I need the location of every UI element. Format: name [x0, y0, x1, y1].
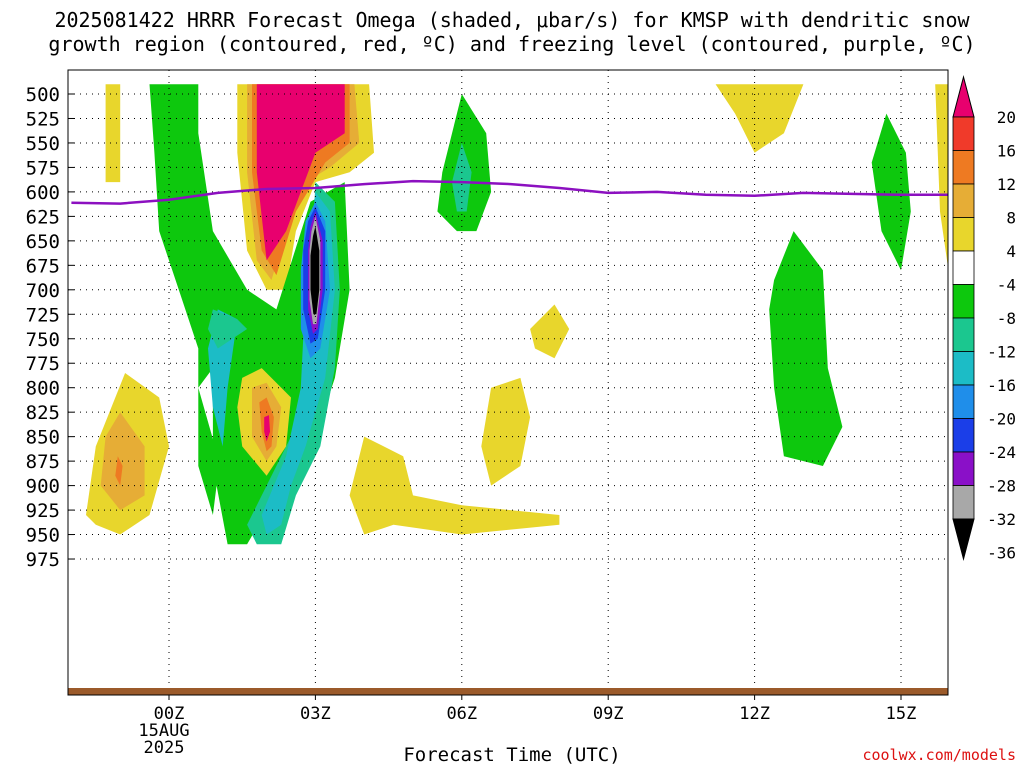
title-line-1: 2025081422 HRRR Forecast Omega (shaded, …: [54, 8, 970, 32]
y-tick-label: 725: [26, 304, 60, 326]
y-tick-label: 975: [26, 549, 60, 571]
y-tick-label: 675: [26, 255, 60, 277]
y-tick-label: 600: [26, 182, 60, 204]
colorbar-top-arrow: [952, 75, 975, 118]
y-tick-label: 850: [26, 427, 60, 449]
freezing-level-line: [71, 179, 948, 205]
colorbar-label: 4: [1006, 242, 1016, 261]
y-tick-label: 775: [26, 353, 60, 375]
omega-region-26: [264, 415, 270, 442]
y-tick-label: 750: [26, 329, 60, 351]
x-axis-label: Forecast Time (UTC): [403, 744, 621, 766]
colorbar-label: 12: [997, 175, 1016, 194]
y-tick-label: 550: [26, 133, 60, 155]
omega-region-11: [715, 84, 804, 153]
y-tick-label: 700: [26, 280, 60, 302]
y-tick-label: 875: [26, 451, 60, 473]
omega-region-9: [481, 377, 531, 486]
colorbar-swatch: [952, 217, 975, 252]
x-tick-label: 12Z: [739, 704, 770, 724]
title-line-2: growth region (contoured, red, ºC) and f…: [48, 32, 976, 56]
colorbar-swatch: [952, 250, 975, 285]
colorbar-label: -16: [987, 376, 1016, 395]
x-tick-label: 03Z: [300, 704, 331, 724]
omega-region-22: [310, 226, 320, 315]
omega-region-29: [769, 231, 843, 466]
omega-region-3: [115, 456, 123, 486]
colorbar-label: 8: [1006, 209, 1016, 228]
y-tick-label: 825: [26, 402, 60, 424]
omega-region-30: [871, 113, 911, 271]
omega-region-15: [208, 309, 238, 447]
y-tick-label: 800: [26, 378, 60, 400]
colorbar-label: -4: [997, 276, 1016, 295]
gridlines: [68, 70, 948, 695]
y-tick-label: 650: [26, 231, 60, 253]
omega-region-28: [452, 142, 472, 212]
x-tick-label: 06Z: [446, 704, 477, 724]
colorbar-label: -28: [987, 477, 1016, 496]
colorbar-label: -20: [987, 410, 1016, 429]
y-tick-label: 500: [26, 84, 60, 106]
y-tick-label: 525: [26, 108, 60, 130]
chart-title: 2025081422 HRRR Forecast Omega (shaded, …: [0, 8, 1024, 56]
y-tick-label: 925: [26, 500, 60, 522]
y-axis-ticks: 5005255505756006256506757007257507758008…: [26, 84, 74, 571]
colorbar-label: -32: [987, 510, 1016, 529]
colorbar-swatch: [952, 418, 975, 453]
colorbar-label: -36: [987, 544, 1016, 563]
x-tick-label: 00Z: [154, 704, 185, 724]
omega-shading: [86, 84, 948, 545]
ground-surface: [68, 688, 948, 695]
colorbar-swatch: [952, 284, 975, 319]
omega-region-12: [935, 84, 948, 268]
colorbar-swatch: [952, 150, 975, 185]
colorbar-swatch: [952, 116, 975, 151]
colorbar-swatch: [952, 384, 975, 419]
colorbar: 20 16 12 8 4 -4 -8 -12 -16 -20 -24 -28 -32 -36: [952, 75, 1016, 563]
y-tick-label: 950: [26, 525, 60, 547]
y-tick-label: 575: [26, 157, 60, 179]
colorbar-swatch: [952, 351, 975, 386]
colorbar-swatch: [952, 485, 975, 520]
omega-region-0: [105, 84, 121, 183]
omega-region-10: [530, 304, 570, 359]
credit-text: coolwx.com/models: [862, 746, 1016, 764]
colorbar-bottom-arrow: [952, 518, 975, 561]
freezing-level-series: [71, 179, 948, 205]
colorbar-label: -8: [997, 309, 1016, 328]
colorbar-label: 16: [997, 142, 1016, 161]
colorbar-swatch: [952, 451, 975, 486]
y-tick-label: 900: [26, 476, 60, 498]
x-tick-label: 15Z: [886, 704, 917, 724]
x-tick-sublabel: 2025: [144, 738, 185, 758]
plot-frame: [67, 69, 949, 696]
colorbar-swatch: [952, 183, 975, 218]
colorbar-label: -12: [987, 343, 1016, 362]
x-tick-sublabel: 15AUG: [138, 721, 189, 741]
colorbar-label: 20: [997, 108, 1016, 127]
omega-region-16: [208, 309, 248, 349]
y-tick-label: 625: [26, 206, 60, 228]
colorbar-label: -24: [987, 443, 1016, 462]
x-tick-label: 09Z: [593, 704, 624, 724]
colorbar-swatch: [952, 317, 975, 352]
